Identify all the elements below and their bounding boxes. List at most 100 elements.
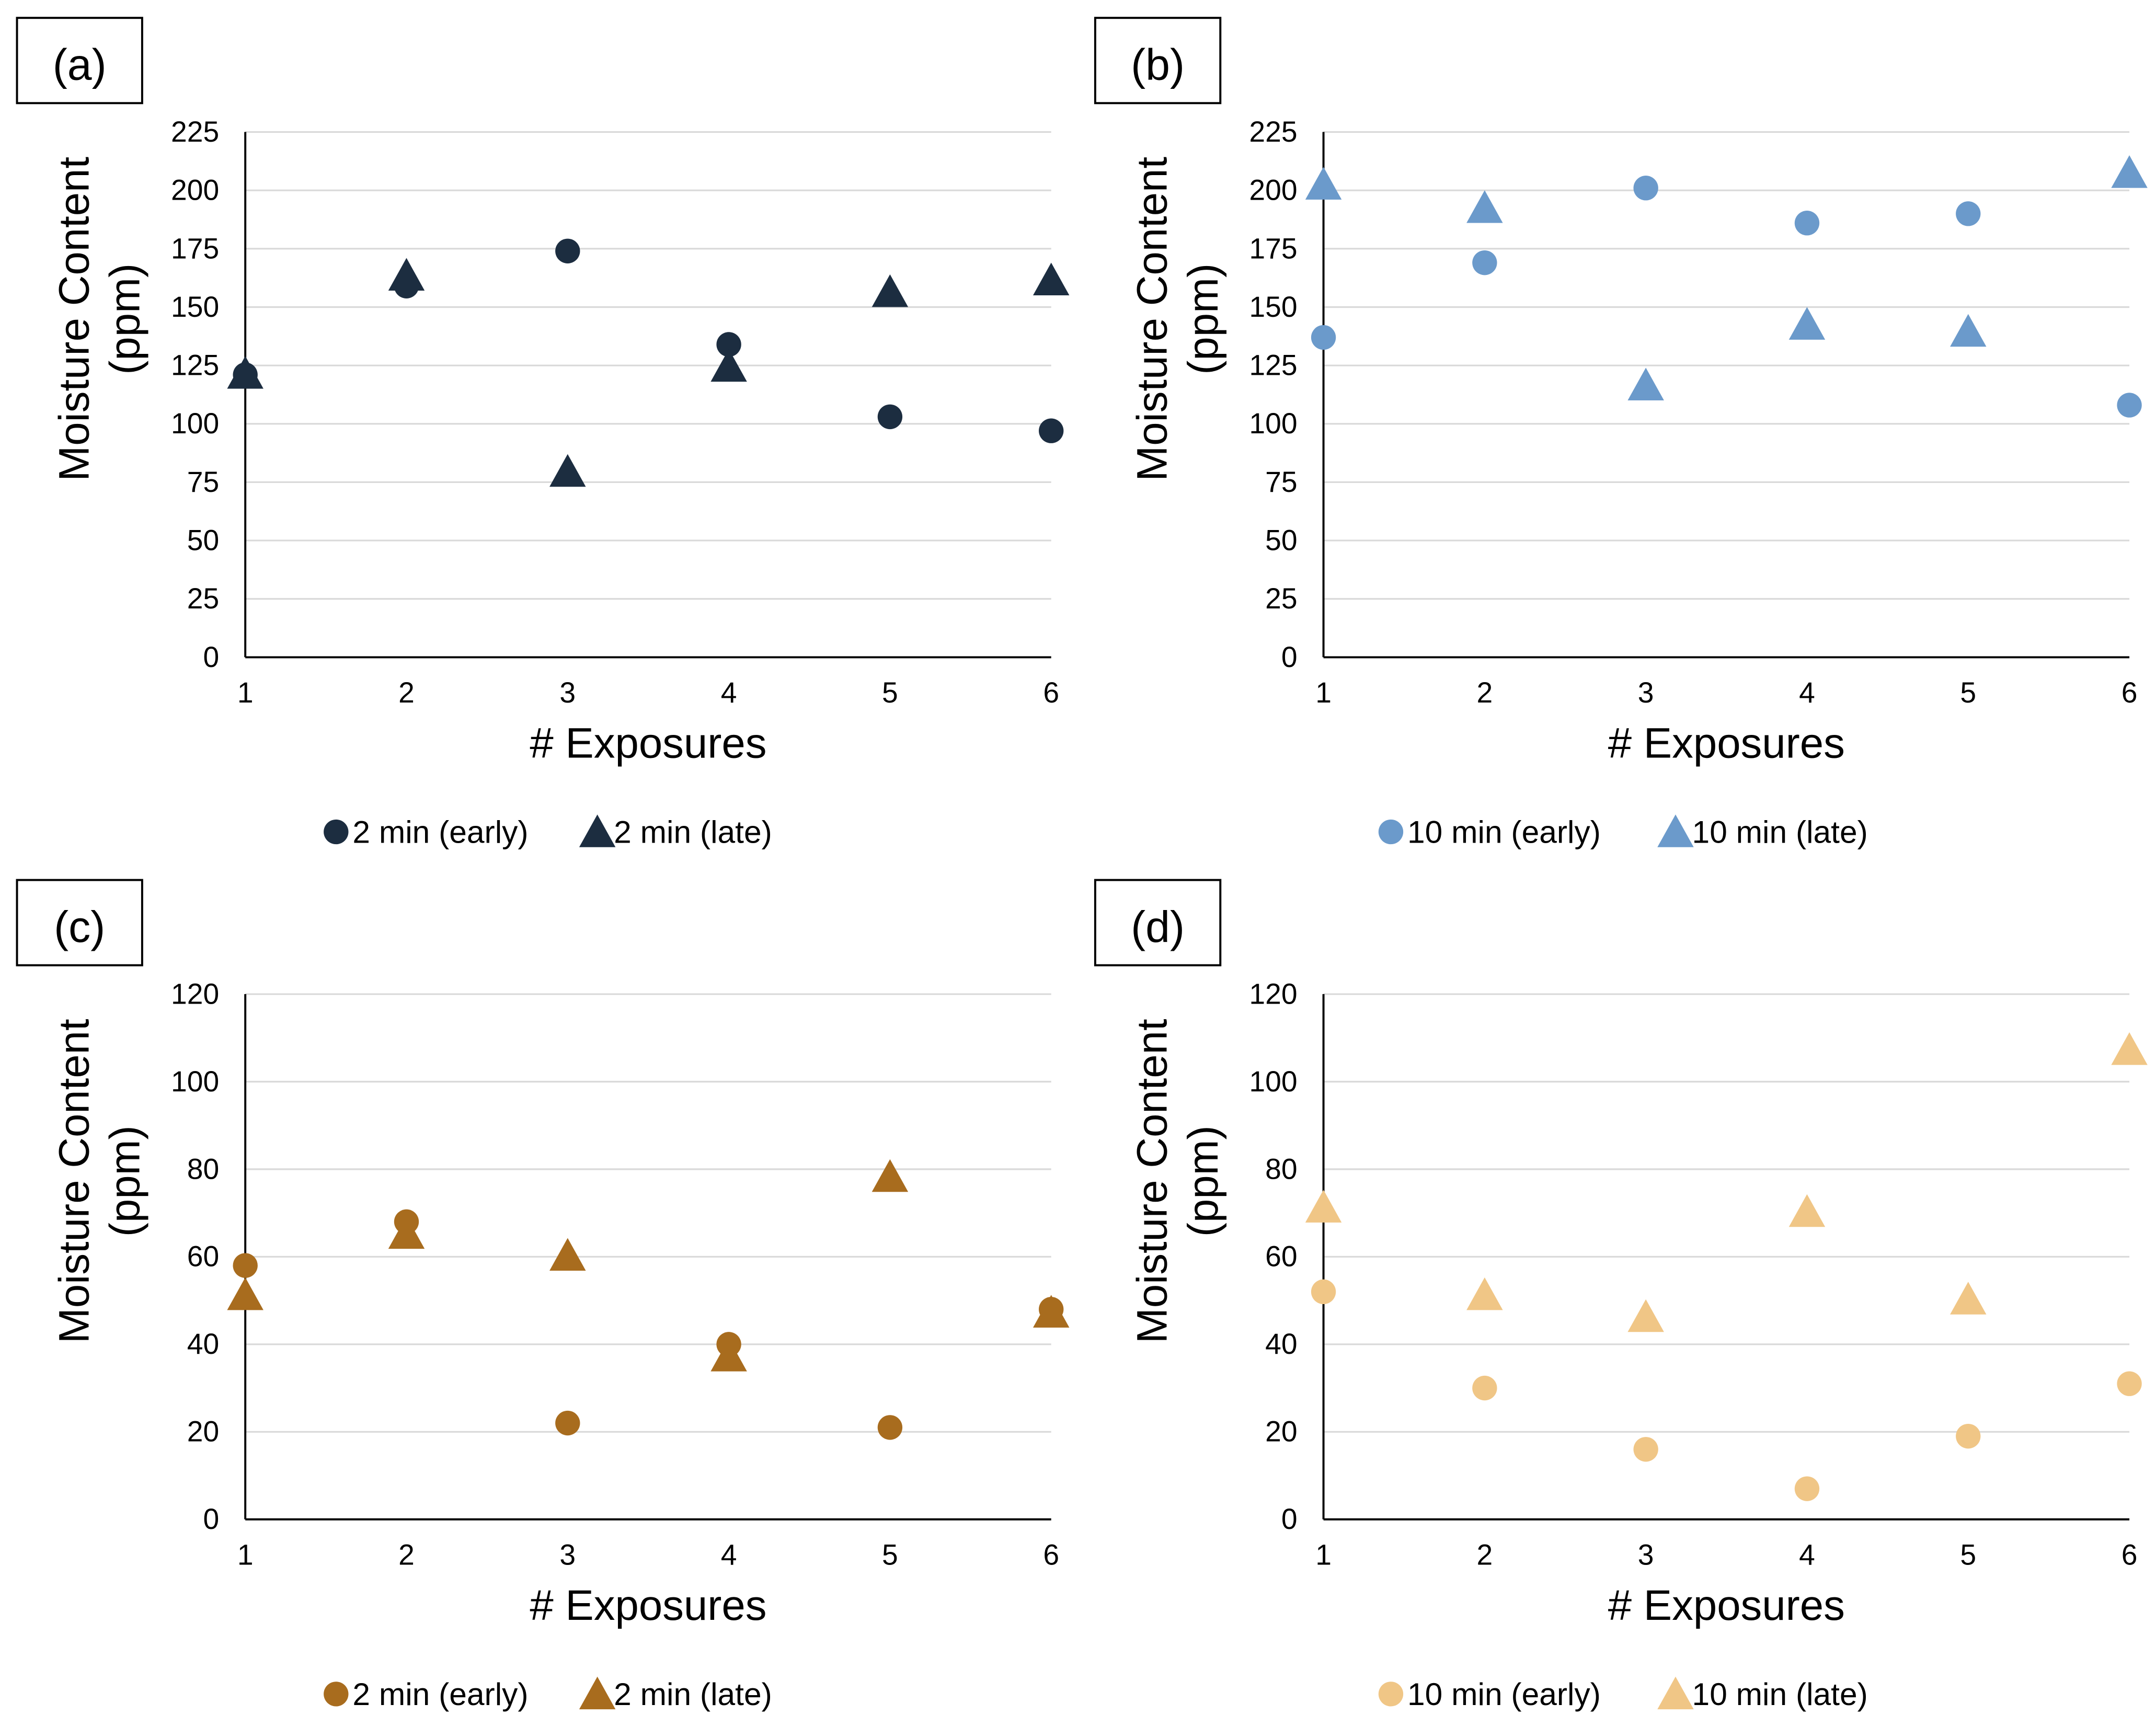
y-tick-label: 150: [1249, 291, 1297, 323]
data-point-circle: [1311, 325, 1336, 350]
x-tick-label: 6: [2121, 1539, 2138, 1571]
panel-label-box: [16, 17, 143, 105]
y-axis-title-line2: (ppm): [1179, 1125, 1227, 1237]
legend-marker-circle: [1378, 1682, 1404, 1707]
data-point-circle: [1794, 1476, 1820, 1501]
y-tick-label: 40: [1265, 1328, 1297, 1360]
data-point-triangle: [1033, 1295, 1070, 1328]
panel-label: (a): [53, 40, 107, 89]
data-point-triangle: [388, 258, 425, 291]
y-tick-label: 0: [1281, 1503, 1298, 1535]
y-tick-label: 120: [1249, 977, 1297, 1010]
y-tick-label: 225: [171, 116, 219, 148]
data-point-triangle: [1788, 307, 1826, 340]
y-tick-label: 60: [187, 1240, 219, 1273]
legend-label: 10 min (early): [1407, 1676, 1601, 1712]
y-tick-label: 100: [171, 407, 219, 440]
data-point-triangle: [1950, 314, 1987, 347]
y-tick-label: 150: [171, 291, 219, 323]
y-tick-label: 25: [187, 582, 219, 615]
x-tick-label: 3: [559, 676, 576, 709]
data-point-circle: [1633, 1437, 1658, 1462]
data-point-triangle: [1466, 1277, 1503, 1310]
legend-label: 2 min (late): [614, 1676, 772, 1712]
data-point-triangle: [1305, 167, 1342, 200]
x-tick-label: 1: [237, 1539, 254, 1571]
data-point-triangle: [1950, 1282, 1987, 1315]
data-point-circle: [1039, 418, 1064, 443]
x-axis-title: # Exposures: [1608, 719, 1845, 767]
data-point-triangle: [1627, 367, 1664, 400]
y-tick-label: 125: [171, 349, 219, 382]
data-point-circle: [1956, 1424, 1981, 1449]
legend-label: 2 min (early): [352, 814, 528, 850]
chart-panel-4: (d) 0 20 40 60 80 100 120 1 2 3 4 5 6 # Exposures Moist…: [1094, 879, 2148, 1712]
legend-marker-triangle: [579, 814, 616, 847]
x-tick-label: 4: [1799, 676, 1815, 709]
data-point-triangle: [1788, 1194, 1826, 1227]
data-point-triangle: [549, 454, 586, 487]
x-tick-label: 6: [1043, 676, 1059, 709]
x-tick-label: 1: [1315, 1539, 1332, 1571]
x-tick-label: 3: [1638, 1539, 1654, 1571]
legend-marker-triangle: [1657, 1676, 1694, 1710]
data-point-circle: [555, 238, 580, 263]
x-tick-label: 4: [721, 1539, 737, 1571]
panel-label-box: [1094, 879, 1222, 966]
data-point-triangle: [1466, 190, 1503, 223]
data-point-triangle: [1627, 1299, 1664, 1332]
data-point-triangle: [2111, 1032, 2148, 1065]
data-point-circle: [1472, 250, 1497, 275]
chart-panel-3: (c) 0 20 40 60 80 100 120 1 2 3 4 5 6 # Exposures Moist…: [16, 879, 1070, 1712]
x-tick-label: 3: [559, 1539, 576, 1571]
data-point-triangle: [871, 1159, 909, 1192]
chart-panel-1: (a) 0 25 50 75 100 125 150 175 200 225 1 2 3 4 5 6 # Expo…: [16, 17, 1070, 850]
y-axis-title-line2: (ppm): [1179, 263, 1227, 375]
x-axis-title: # Exposures: [530, 719, 766, 767]
x-tick-label: 2: [398, 1539, 415, 1571]
legend-label: 10 min (late): [1692, 814, 1868, 850]
x-tick-label: 5: [882, 676, 898, 709]
y-tick-label: 40: [187, 1328, 219, 1360]
legend-label: 10 min (late): [1692, 1676, 1868, 1712]
x-tick-label: 3: [1638, 676, 1654, 709]
panel-label-box: [1094, 17, 1222, 105]
y-tick-label: 50: [1265, 524, 1297, 557]
y-tick-label: 225: [1249, 116, 1297, 148]
y-tick-label: 125: [1249, 349, 1297, 382]
y-tick-label: 0: [1281, 641, 1298, 673]
y-tick-label: 75: [187, 466, 219, 498]
x-tick-label: 5: [1960, 676, 1976, 709]
y-tick-label: 120: [171, 977, 219, 1010]
x-axis-title: # Exposures: [1608, 1582, 1845, 1629]
y-tick-label: 20: [1265, 1415, 1297, 1448]
panel-label-box: [16, 879, 143, 966]
data-point-triangle: [227, 356, 263, 389]
y-tick-label: 80: [1265, 1153, 1297, 1185]
legend-label: 2 min (late): [614, 814, 772, 850]
y-tick-label: 0: [203, 1503, 219, 1535]
y-tick-label: 20: [187, 1415, 219, 1448]
data-point-triangle: [549, 1238, 586, 1271]
panel-label: (b): [1131, 40, 1185, 89]
panel-label: (c): [54, 902, 105, 951]
y-tick-label: 80: [187, 1153, 219, 1185]
x-axis-title: # Exposures: [530, 1582, 766, 1629]
x-tick-label: 1: [237, 676, 254, 709]
data-point-triangle: [710, 349, 747, 382]
legend-marker-circle: [324, 1682, 349, 1707]
chart-panel-2: (b) 0 25 50 75 100 125 150 175 200 225 1 2 3 4 5 6 # Expo…: [1094, 17, 2148, 850]
x-tick-label: 2: [1477, 1539, 1493, 1571]
y-tick-label: 200: [1249, 174, 1297, 206]
y-tick-label: 25: [1265, 582, 1297, 615]
y-axis-title-line2: (ppm): [101, 263, 149, 375]
x-tick-label: 4: [721, 676, 737, 709]
y-tick-label: 100: [1249, 1065, 1297, 1098]
data-point-circle: [233, 1253, 258, 1278]
data-point-circle: [555, 1410, 580, 1436]
legend-label: 10 min (early): [1407, 814, 1601, 850]
x-tick-label: 6: [1043, 1539, 1059, 1571]
data-point-triangle: [388, 1216, 425, 1249]
x-tick-label: 2: [1477, 676, 1493, 709]
